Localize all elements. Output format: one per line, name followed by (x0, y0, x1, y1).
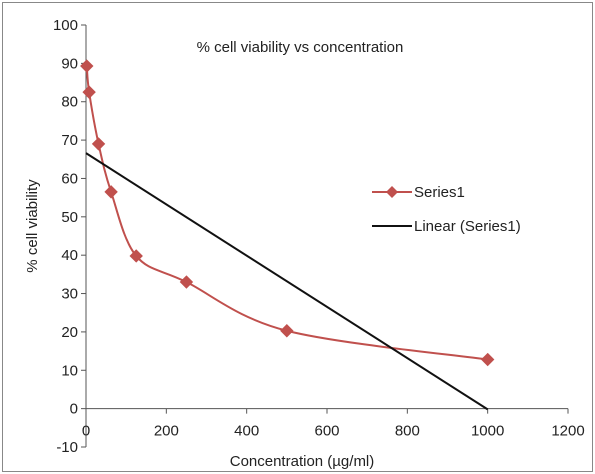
y-tick-label: 100 (53, 17, 78, 34)
legend-label: Linear (Series1) (414, 218, 521, 235)
y-tick-label: 90 (61, 55, 78, 72)
legend-marker (386, 186, 398, 198)
y-tick-label: 80 (61, 94, 78, 111)
trendline-linear (85, 152, 489, 411)
y-tick-label: 40 (61, 247, 78, 264)
x-axis-title: Concentration (µg/ml) (230, 453, 375, 470)
chart-title: % cell viability vs concentration (197, 39, 404, 56)
data-point-marker (280, 324, 294, 338)
x-tick-label: 400 (234, 423, 259, 440)
x-tick-label: 800 (395, 423, 420, 440)
y-tick-label: 0 (70, 401, 78, 418)
y-tick-label: -10 (56, 439, 78, 456)
x-tick-label: 1200 (551, 423, 584, 440)
x-tick-label: 600 (314, 423, 339, 440)
data-point-marker (480, 352, 495, 367)
data-point-marker (80, 59, 94, 73)
y-tick-label: 60 (61, 170, 78, 187)
y-tick-label: 20 (61, 324, 78, 341)
y-tick-label: 10 (61, 362, 78, 379)
data-point-marker (179, 275, 194, 289)
legend-label: Series1 (414, 184, 465, 201)
data-point-marker (104, 185, 118, 199)
data-point-marker (129, 249, 143, 263)
y-tick-label: 50 (61, 209, 78, 226)
data-point-marker (91, 137, 106, 151)
data-point-marker (82, 85, 96, 99)
y-tick-label: 30 (61, 286, 78, 303)
x-tick-label: 200 (154, 423, 179, 440)
legend: Series1 Linear (Series1) (372, 184, 521, 235)
y-axis-title: % cell viability (24, 179, 41, 273)
x-tick-label: 0 (82, 423, 90, 440)
y-tick-label: 70 (61, 132, 78, 149)
x-tick-label: 1000 (471, 423, 504, 440)
